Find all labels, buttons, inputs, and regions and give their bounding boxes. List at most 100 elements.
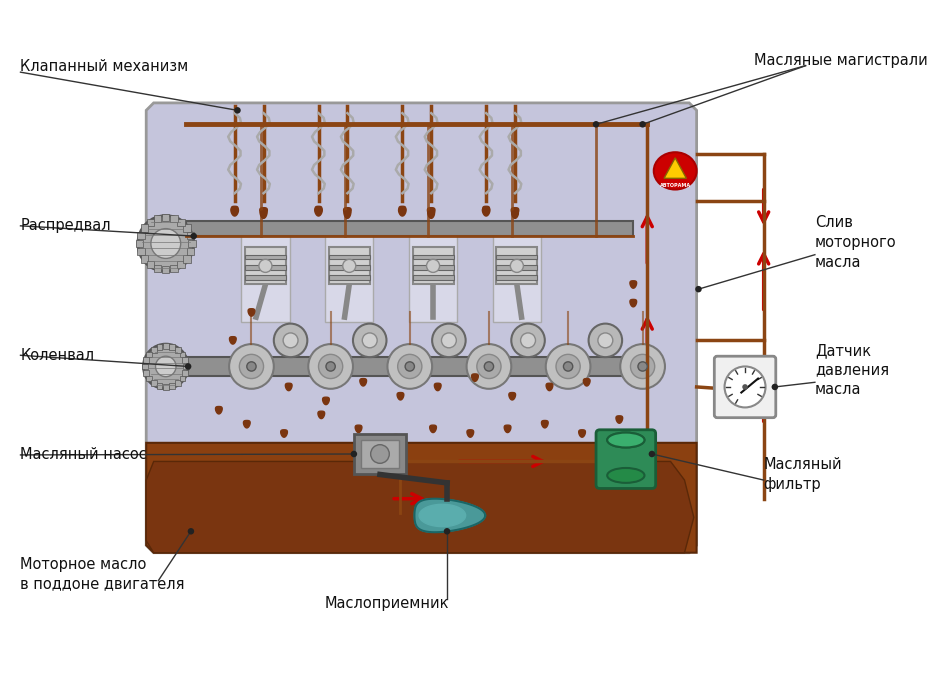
Bar	[329, 275, 370, 280]
Bar	[325, 229, 374, 322]
Circle shape	[466, 344, 511, 389]
Text: Датчик
давления
масла: Датчик давления масла	[815, 343, 889, 397]
Circle shape	[185, 363, 191, 370]
Circle shape	[143, 344, 188, 389]
Bar	[154, 215, 161, 223]
Text: Масляный
фильтр: Масляный фильтр	[764, 457, 842, 492]
Circle shape	[308, 344, 353, 389]
Circle shape	[620, 344, 665, 389]
Circle shape	[442, 333, 456, 348]
Polygon shape	[360, 379, 367, 386]
Polygon shape	[260, 211, 267, 218]
Circle shape	[510, 259, 523, 272]
Bar	[329, 255, 370, 259]
Bar	[179, 376, 185, 381]
Circle shape	[239, 354, 264, 379]
Circle shape	[556, 354, 580, 379]
Polygon shape	[146, 462, 694, 553]
Circle shape	[229, 344, 274, 389]
Circle shape	[484, 362, 494, 371]
Polygon shape	[511, 208, 519, 216]
Circle shape	[520, 333, 536, 348]
Polygon shape	[578, 430, 586, 437]
Polygon shape	[392, 435, 399, 442]
Text: Масляный насос: Масляный насос	[21, 448, 147, 462]
Bar	[177, 261, 185, 268]
Polygon shape	[244, 420, 250, 428]
Circle shape	[388, 344, 432, 389]
Circle shape	[234, 107, 241, 113]
Bar	[151, 380, 156, 386]
Circle shape	[427, 259, 440, 272]
Bar	[497, 275, 538, 280]
Bar	[177, 218, 185, 226]
Polygon shape	[260, 208, 267, 216]
Circle shape	[191, 233, 197, 239]
Polygon shape	[512, 211, 519, 218]
Bar	[186, 221, 633, 236]
Polygon shape	[428, 208, 435, 216]
Bar	[329, 247, 370, 285]
Polygon shape	[541, 420, 548, 428]
Bar	[143, 370, 149, 376]
Polygon shape	[616, 416, 623, 424]
Bar	[136, 240, 143, 247]
Bar	[245, 265, 286, 269]
Bar	[412, 265, 453, 269]
Bar	[186, 357, 643, 376]
Circle shape	[188, 528, 194, 535]
Circle shape	[283, 333, 298, 348]
Polygon shape	[428, 211, 434, 218]
Polygon shape	[419, 504, 465, 527]
Circle shape	[259, 259, 272, 272]
Polygon shape	[356, 425, 362, 433]
Bar	[143, 357, 149, 363]
Bar	[179, 352, 185, 357]
Bar	[170, 344, 174, 350]
Circle shape	[638, 362, 647, 371]
Bar	[163, 343, 169, 349]
Bar	[245, 275, 286, 280]
Bar	[354, 433, 406, 475]
Bar	[137, 248, 145, 255]
Bar	[147, 218, 155, 226]
Bar	[141, 225, 149, 232]
Circle shape	[343, 259, 356, 272]
Polygon shape	[231, 208, 239, 216]
Circle shape	[648, 451, 655, 457]
Text: АВТОРАМА: АВТОРАМА	[660, 183, 691, 188]
Bar	[409, 229, 457, 322]
Circle shape	[371, 445, 390, 463]
Circle shape	[274, 323, 307, 357]
Bar	[146, 352, 152, 357]
Polygon shape	[248, 309, 255, 316]
Circle shape	[151, 229, 181, 258]
Polygon shape	[397, 392, 404, 400]
Bar	[497, 265, 538, 269]
Bar	[156, 383, 162, 389]
Polygon shape	[483, 208, 490, 216]
Bar	[241, 229, 290, 322]
Polygon shape	[546, 384, 553, 390]
Circle shape	[444, 528, 450, 535]
Bar	[137, 231, 145, 239]
Polygon shape	[146, 443, 697, 553]
Bar	[151, 347, 156, 352]
Bar	[187, 248, 194, 255]
Circle shape	[630, 354, 655, 379]
Bar	[170, 215, 177, 223]
Polygon shape	[215, 406, 222, 414]
Polygon shape	[315, 207, 322, 214]
Text: Масляные магистрали: Масляные магистрали	[755, 53, 928, 68]
Polygon shape	[281, 430, 287, 437]
Bar	[412, 247, 453, 285]
Bar	[493, 229, 541, 322]
Circle shape	[695, 286, 702, 292]
Circle shape	[326, 362, 336, 371]
Circle shape	[405, 362, 414, 371]
Bar	[170, 383, 174, 389]
Circle shape	[137, 216, 193, 272]
Bar	[361, 440, 398, 468]
Bar	[175, 380, 181, 386]
Circle shape	[246, 362, 256, 371]
